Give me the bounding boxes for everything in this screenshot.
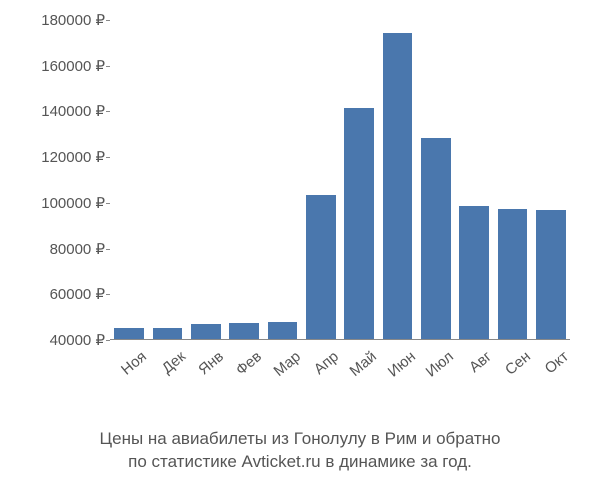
xtick-label: Май (339, 348, 381, 387)
ytick-mark (106, 157, 110, 158)
xtick-label: Авг (454, 348, 496, 387)
ytick-mark (106, 294, 110, 295)
ytick-mark (106, 111, 110, 112)
bar (268, 322, 298, 339)
xtick-label: Ноя (109, 348, 151, 387)
bar (191, 324, 221, 339)
xtick-label: Дек (147, 348, 189, 387)
bar (153, 328, 183, 339)
bar (344, 108, 374, 339)
bar (459, 206, 489, 339)
price-chart: 40000 ₽ 60000 ₽ 80000 ₽ 100000 ₽ 120000 ₽ 140… (10, 10, 590, 390)
ytick-mark (106, 20, 110, 21)
xtick-label: Мар (262, 348, 304, 387)
xtick-label: Окт (530, 348, 572, 387)
caption-line-1: Цены на авиабилеты из Гонолулу в Рим и о… (0, 428, 600, 451)
bar (383, 33, 413, 339)
ytick-label: 160000 ₽ (10, 57, 105, 75)
ytick-label: 40000 ₽ (10, 331, 105, 349)
ytick-label: 80000 ₽ (10, 240, 105, 258)
ytick-mark (106, 66, 110, 67)
bar (421, 138, 451, 339)
ytick-mark (106, 249, 110, 250)
bar (229, 323, 259, 339)
bar (114, 328, 144, 339)
caption-line-2: по статистике Avticket.ru в динамике за … (0, 451, 600, 474)
plot-area (110, 20, 570, 340)
xtick-label: Июн (377, 348, 419, 387)
xtick-label: Апр (300, 348, 342, 387)
ytick-label: 120000 ₽ (10, 148, 105, 166)
ytick-label: 100000 ₽ (10, 194, 105, 212)
bar (498, 209, 528, 339)
bar (536, 210, 566, 339)
xtick-label: Сен (492, 348, 534, 387)
ytick-mark (106, 203, 110, 204)
xtick-label: Фев (224, 348, 266, 387)
ytick-mark (106, 340, 110, 341)
ytick-label: 180000 ₽ (10, 11, 105, 29)
ytick-label: 60000 ₽ (10, 285, 105, 303)
bar (306, 195, 336, 339)
ytick-label: 140000 ₽ (10, 102, 105, 120)
xtick-label: Янв (185, 348, 227, 387)
xtick-label: Июл (415, 348, 457, 387)
